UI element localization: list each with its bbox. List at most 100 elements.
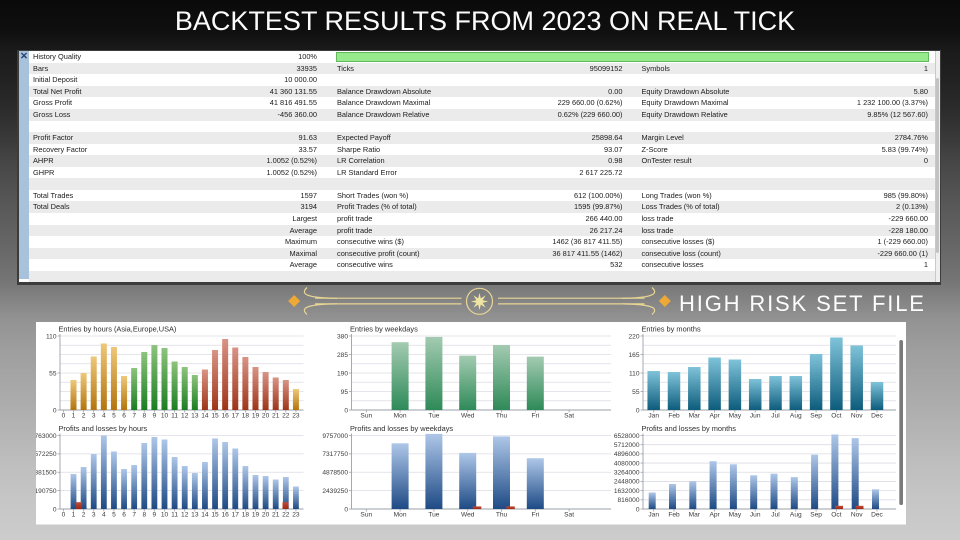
svg-text:55: 55 (49, 370, 57, 377)
svg-text:Jun: Jun (750, 412, 761, 419)
svg-text:Sun: Sun (360, 412, 372, 419)
svg-text:381500: 381500 (36, 470, 57, 477)
svg-text:Sep: Sep (810, 511, 822, 518)
svg-text:13: 13 (191, 412, 199, 419)
svg-text:9: 9 (153, 511, 157, 518)
svg-text:12: 12 (181, 511, 189, 518)
svg-text:Aug: Aug (790, 412, 802, 419)
svg-text:Jun: Jun (750, 511, 761, 518)
svg-text:Wed: Wed (461, 511, 475, 518)
svg-text:10: 10 (161, 511, 169, 518)
svg-text:0: 0 (344, 506, 348, 513)
svg-text:2: 2 (82, 511, 86, 518)
svg-text:Dec: Dec (871, 412, 883, 419)
svg-text:220: 220 (628, 333, 639, 340)
svg-text:Tue: Tue (428, 412, 439, 419)
svg-text:Dec: Dec (871, 511, 883, 518)
svg-text:Entries by months: Entries by months (642, 325, 701, 334)
svg-text:15: 15 (211, 511, 219, 518)
svg-text:4: 4 (102, 511, 106, 518)
svg-text:7: 7 (132, 412, 136, 419)
svg-text:21: 21 (272, 511, 280, 518)
svg-text:17: 17 (232, 511, 240, 518)
svg-text:9: 9 (153, 412, 157, 419)
svg-text:22: 22 (282, 511, 290, 518)
svg-text:0: 0 (636, 407, 640, 414)
svg-text:10: 10 (161, 412, 169, 419)
svg-text:Entries by weekdays: Entries by weekdays (350, 325, 418, 334)
svg-text:5: 5 (112, 412, 116, 419)
svg-text:Mon: Mon (394, 412, 407, 419)
svg-text:5: 5 (112, 511, 116, 518)
svg-text:Jan: Jan (648, 511, 659, 518)
svg-text:Wed: Wed (461, 412, 475, 419)
svg-text:13: 13 (191, 511, 199, 518)
svg-text:23: 23 (292, 412, 300, 419)
svg-text:190: 190 (337, 370, 348, 377)
svg-text:0: 0 (636, 506, 640, 513)
svg-text:Feb: Feb (668, 511, 680, 518)
svg-text:0: 0 (62, 511, 66, 518)
svg-text:110: 110 (46, 333, 57, 340)
svg-text:4: 4 (102, 412, 106, 419)
svg-text:17: 17 (232, 412, 240, 419)
svg-text:Mar: Mar (689, 511, 701, 518)
svg-text:Thu: Thu (496, 412, 508, 419)
svg-text:22: 22 (282, 412, 290, 419)
svg-text:Entries by hours (Asia,Europe,: Entries by hours (Asia,Europe,USA) (59, 325, 177, 334)
svg-text:2439250: 2439250 (322, 488, 348, 495)
svg-text:110: 110 (629, 370, 640, 377)
svg-text:Sat: Sat (564, 412, 574, 419)
svg-text:Jul: Jul (771, 511, 780, 518)
svg-text:Jan: Jan (648, 412, 659, 419)
svg-text:4080000: 4080000 (614, 460, 640, 467)
svg-text:Profits and losses by weekdays: Profits and losses by weekdays (350, 424, 453, 433)
svg-text:14: 14 (201, 412, 209, 419)
svg-text:15: 15 (211, 412, 219, 419)
svg-text:2448000: 2448000 (614, 479, 640, 486)
svg-text:4878500: 4878500 (322, 470, 348, 477)
svg-text:May: May (729, 511, 742, 518)
svg-text:Thu: Thu (496, 511, 508, 518)
svg-text:16: 16 (221, 412, 229, 419)
svg-text:Feb: Feb (668, 412, 680, 419)
svg-text:2: 2 (82, 412, 86, 419)
svg-text:1632000: 1632000 (614, 488, 640, 495)
svg-text:816000: 816000 (617, 497, 639, 504)
svg-text:572250: 572250 (36, 451, 57, 458)
svg-text:Mar: Mar (689, 412, 701, 419)
svg-text:0: 0 (53, 506, 57, 513)
svg-text:190750: 190750 (36, 488, 57, 495)
svg-text:18: 18 (242, 412, 250, 419)
svg-text:Jul: Jul (771, 412, 780, 419)
svg-text:Fri: Fri (531, 412, 539, 419)
svg-text:Sun: Sun (360, 511, 372, 518)
svg-text:Oct: Oct (831, 511, 841, 518)
svg-text:8: 8 (142, 412, 146, 419)
svg-text:Tue: Tue (428, 511, 439, 518)
svg-text:165: 165 (628, 352, 639, 359)
svg-text:Aug: Aug (790, 511, 802, 518)
svg-text:Oct: Oct (831, 412, 841, 419)
svg-text:6528000: 6528000 (614, 433, 640, 440)
svg-text:16: 16 (221, 511, 229, 518)
svg-text:20: 20 (262, 412, 270, 419)
svg-text:19: 19 (252, 412, 260, 419)
svg-text:Profits and losses by months: Profits and losses by months (642, 424, 737, 433)
svg-text:6: 6 (122, 511, 126, 518)
svg-text:1: 1 (72, 511, 76, 518)
svg-text:7: 7 (132, 511, 136, 518)
svg-text:21: 21 (272, 412, 280, 419)
svg-text:Fri: Fri (531, 511, 539, 518)
svg-text:14: 14 (201, 511, 209, 518)
svg-text:Nov: Nov (851, 412, 863, 419)
svg-text:285: 285 (337, 352, 348, 359)
svg-text:9757000: 9757000 (322, 433, 348, 440)
svg-text:0: 0 (53, 407, 57, 414)
svg-text:Profits and losses by hours: Profits and losses by hours (59, 424, 148, 433)
svg-text:763000: 763000 (36, 433, 57, 440)
svg-text:12: 12 (181, 412, 189, 419)
svg-text:4896000: 4896000 (614, 451, 640, 458)
svg-text:Nov: Nov (851, 511, 863, 518)
svg-text:Sat: Sat (564, 511, 574, 518)
